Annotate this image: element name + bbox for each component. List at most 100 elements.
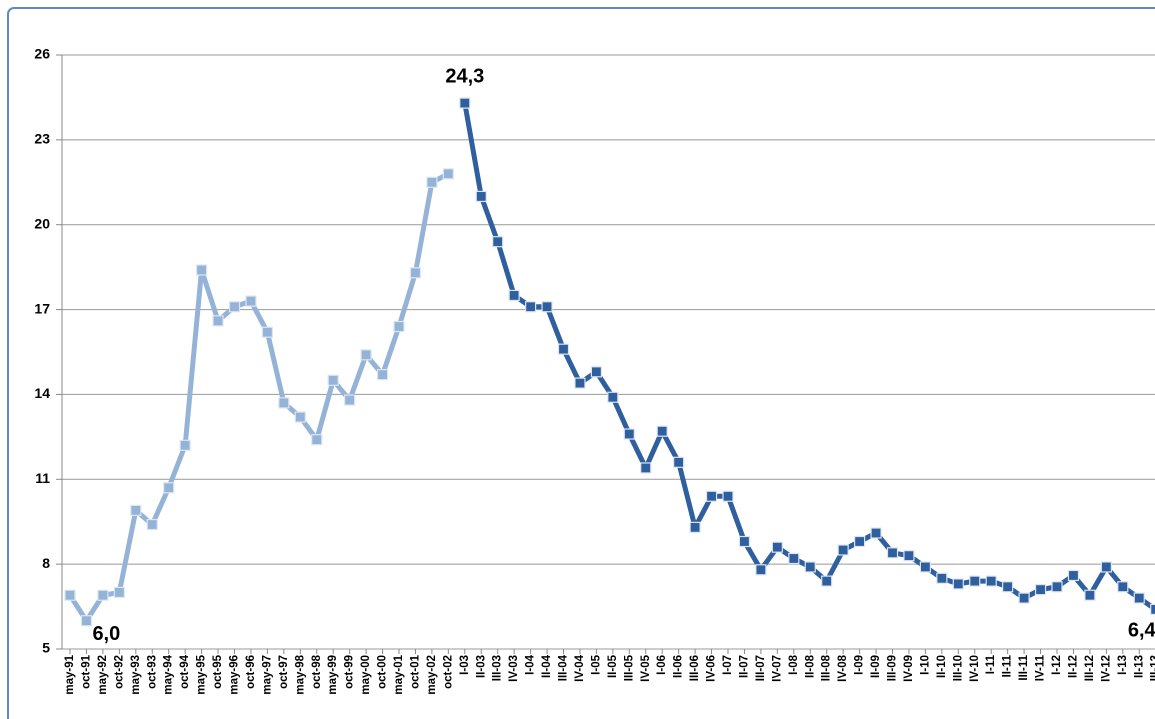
point-marker xyxy=(508,289,520,302)
point-marker xyxy=(969,575,981,587)
value-label: 6,0 xyxy=(92,623,120,645)
x-tick-label: III-13 xyxy=(1150,655,1155,681)
point-marker xyxy=(146,518,158,531)
x-tick-label: II-12 xyxy=(1067,655,1079,678)
y-tick-label: 8 xyxy=(42,555,50,571)
point-marker xyxy=(936,572,948,584)
x-tick-label: III-10 xyxy=(952,655,964,681)
value-label: 6,4 xyxy=(1128,620,1155,642)
point-marker xyxy=(113,586,125,599)
x-tick-label: III-08 xyxy=(821,654,833,681)
point-marker xyxy=(163,482,175,494)
point-marker xyxy=(442,168,454,180)
x-tick-label: III-04 xyxy=(558,654,570,681)
x-tick-label: oct-99 xyxy=(344,655,356,689)
x-tick-label: may-94 xyxy=(163,654,175,694)
x-tick-label: IV-11 xyxy=(1035,654,1047,681)
point-marker xyxy=(1133,592,1145,604)
point-marker xyxy=(771,541,783,553)
x-tick-label: II-13 xyxy=(1133,655,1145,678)
point-marker xyxy=(1002,581,1014,593)
point-marker xyxy=(1018,592,1030,604)
x-tick-label: III-12 xyxy=(1084,655,1096,681)
x-tick-label: I-13 xyxy=(1117,655,1129,675)
point-marker xyxy=(853,535,866,548)
point-marker xyxy=(689,521,701,533)
point-marker xyxy=(492,236,504,248)
x-tick-label: I-10 xyxy=(919,655,931,675)
x-tick-label: III-05 xyxy=(623,654,635,681)
x-tick-label: II-10 xyxy=(936,655,948,678)
y-tick-label: 5 xyxy=(42,640,50,656)
x-tick-label: oct-98 xyxy=(311,654,323,688)
x-tick-label: III-06 xyxy=(689,655,701,681)
x-tick-label: oct-92 xyxy=(113,655,125,689)
point-marker xyxy=(886,547,899,559)
x-tick-label: may-91 xyxy=(64,654,76,694)
point-marker xyxy=(344,394,356,406)
x-tick-label: III-07 xyxy=(755,655,767,681)
point-marker xyxy=(294,411,306,423)
x-tick-label: I-09 xyxy=(854,655,866,675)
point-marker xyxy=(1051,581,1063,593)
point-marker xyxy=(623,428,635,440)
x-tick-label: II-04 xyxy=(541,654,553,678)
point-marker xyxy=(261,326,273,338)
point-marker xyxy=(590,366,603,378)
x-tick-label: oct-02 xyxy=(442,655,454,689)
point-marker xyxy=(311,434,323,446)
point-marker xyxy=(393,320,405,333)
y-tick-label: 11 xyxy=(35,470,50,486)
x-tick-label: I-03 xyxy=(459,655,471,675)
point-marker xyxy=(179,439,191,451)
point-marker xyxy=(705,490,718,502)
x-tick-label: may-01 xyxy=(393,654,405,694)
point-marker xyxy=(952,578,964,590)
x-tick-label: may-92 xyxy=(97,655,109,695)
point-marker xyxy=(228,301,241,313)
x-tick-label: II-09 xyxy=(870,655,882,678)
y-tick-label: 26 xyxy=(34,46,50,62)
x-tick-label: IV-10 xyxy=(969,655,981,682)
point-marker xyxy=(985,575,997,587)
point-marker xyxy=(327,374,339,386)
point-marker xyxy=(755,564,767,576)
x-tick-label: oct-94 xyxy=(179,654,191,688)
x-tick-label: may-99 xyxy=(327,655,339,695)
x-tick-label: II-11 xyxy=(1002,654,1014,677)
x-tick-label: I-06 xyxy=(656,655,668,675)
x-tick-label: oct-95 xyxy=(212,654,224,688)
x-tick-label: may-02 xyxy=(426,655,438,695)
point-marker xyxy=(278,397,290,409)
x-tick-label: may-98 xyxy=(294,654,306,694)
series-line xyxy=(67,171,450,624)
x-tick-label: oct-93 xyxy=(146,655,158,689)
x-tick-label: IV-03 xyxy=(508,655,520,682)
point-marker xyxy=(640,462,652,474)
series-line xyxy=(462,102,1155,612)
y-tick-label: 14 xyxy=(34,385,50,401)
x-tick-label: oct-00 xyxy=(377,655,389,689)
point-marker xyxy=(870,527,882,539)
x-tick-label: II-05 xyxy=(607,654,619,678)
point-marker xyxy=(475,190,487,203)
x-tick-label: may-95 xyxy=(196,654,208,694)
point-marker xyxy=(607,391,619,403)
point-marker xyxy=(919,561,932,573)
x-tick-label: may-93 xyxy=(130,655,142,695)
point-marker xyxy=(1084,589,1096,601)
x-tick-label: oct-91 xyxy=(80,654,92,688)
frame xyxy=(7,7,1155,719)
point-marker xyxy=(459,97,471,109)
x-tick-label: IV-08 xyxy=(837,654,849,681)
point-marker xyxy=(97,589,109,601)
y-tick-label: 20 xyxy=(34,215,50,231)
x-tick-label: I-07 xyxy=(722,655,734,675)
point-marker xyxy=(196,264,208,276)
point-marker xyxy=(130,504,142,516)
point-marker xyxy=(212,315,224,327)
x-tick-label: IV-09 xyxy=(903,655,915,682)
point-marker xyxy=(788,552,800,565)
x-tick-label: may-97 xyxy=(261,655,273,695)
